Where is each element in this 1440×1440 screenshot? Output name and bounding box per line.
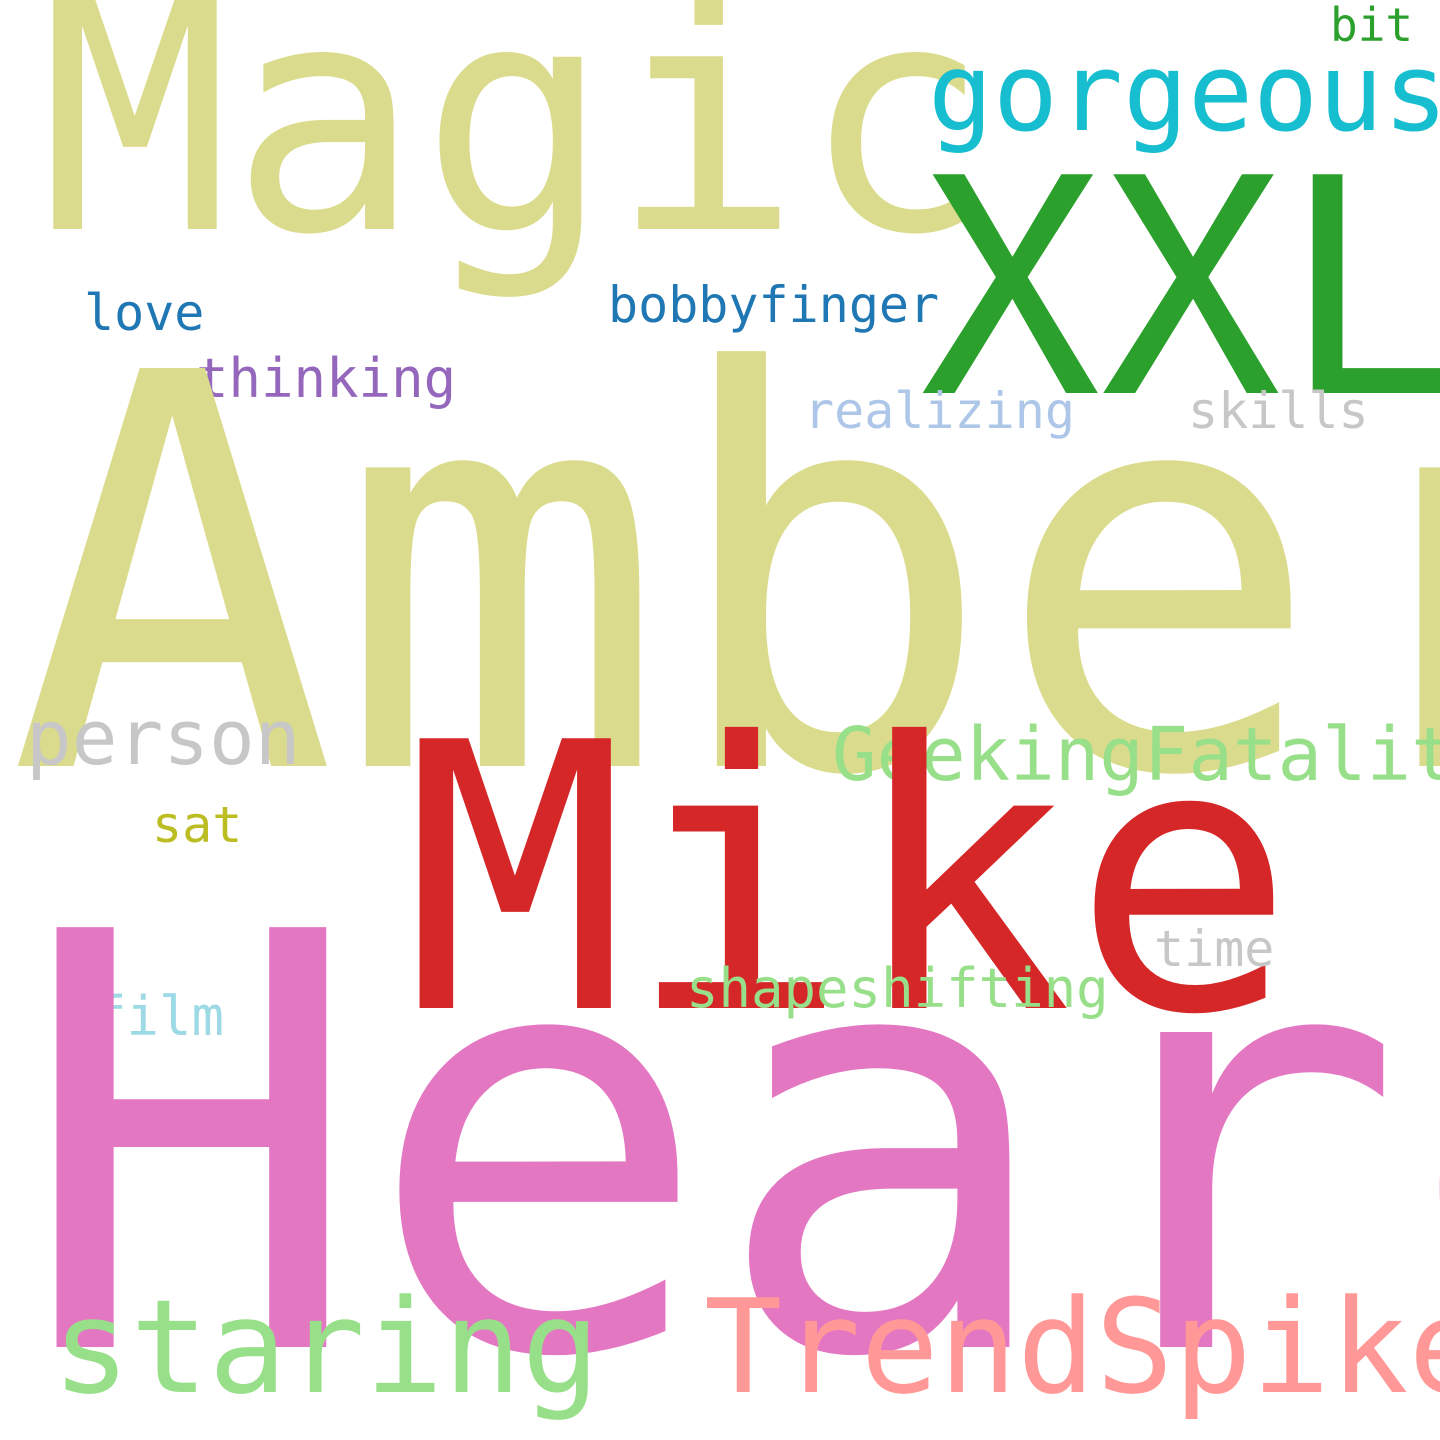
word-heard: Heard — [18, 812, 1440, 1440]
word-time: time — [1154, 920, 1275, 978]
word-realizing: realizing — [804, 382, 1075, 440]
word-mike: Mike — [404, 666, 1296, 1096]
word-film: film — [94, 985, 225, 1048]
word-sat: sat — [152, 796, 243, 854]
word-love: love — [84, 284, 205, 342]
word-skills: skills — [1188, 382, 1369, 440]
word-xxl: XXL — [920, 115, 1440, 464]
word-shapeshifting: shapeshifting — [686, 957, 1109, 1020]
word-bobbyfinger: bobbyfinger — [608, 276, 940, 334]
word-geekingfatality: GeekingFatality — [832, 712, 1440, 798]
word-amber: Amber — [8, 259, 1440, 895]
word-trendspike: TrendSpike — [704, 1271, 1440, 1423]
word-magic: Magic — [40, 0, 992, 304]
word-bit: bit — [1330, 0, 1414, 52]
word-person: person — [26, 693, 301, 782]
word-staring: staring — [52, 1271, 600, 1423]
word-thinking: thinking — [196, 347, 457, 410]
word-gorgeous: gorgeous — [928, 31, 1440, 156]
